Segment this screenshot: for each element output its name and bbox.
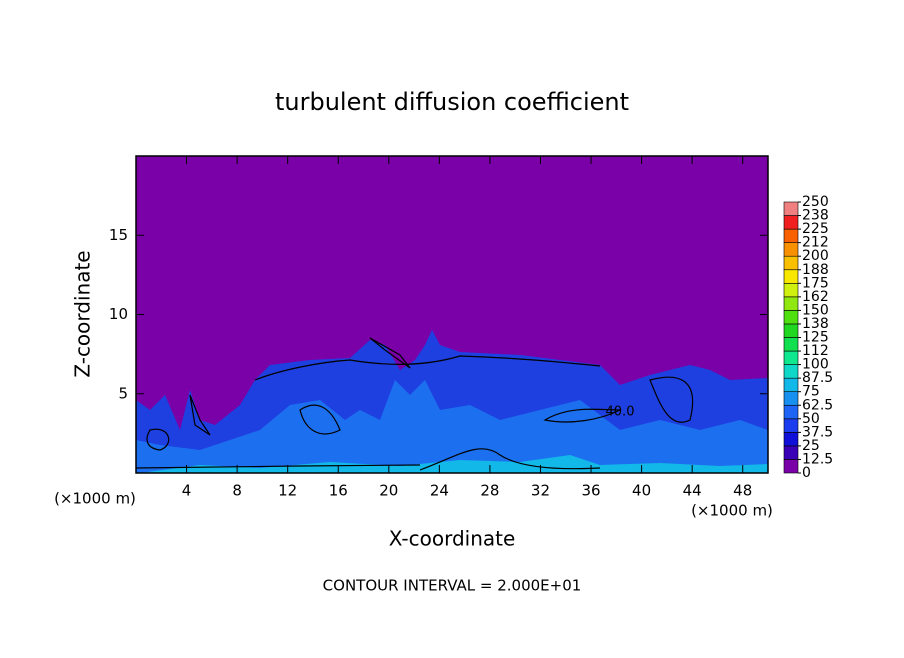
y-axis-label: Z-coordinate — [71, 250, 95, 377]
contour-label: 40.0 — [606, 405, 635, 420]
colorbar-label: 238 — [802, 208, 829, 224]
colorbar-label: 62.5 — [802, 397, 833, 413]
colorbar-box — [783, 350, 799, 365]
colorbar-label: 212 — [802, 235, 829, 251]
x-tick-label: 32 — [531, 482, 550, 500]
x-axis-label: X-coordinate — [389, 527, 516, 551]
colorbar-box — [783, 201, 799, 216]
colorbar-label: 12.5 — [802, 451, 833, 467]
x-unit-label: (×1000 m) — [54, 490, 136, 508]
colorbar-box — [783, 432, 799, 447]
colorbar-box — [783, 404, 799, 420]
colorbar-label: 37.5 — [802, 424, 833, 440]
colorbar-box — [783, 323, 799, 338]
x-tick-label: 28 — [480, 482, 499, 500]
x-tick-label: 20 — [379, 482, 398, 500]
y-tick-label: 10 — [109, 305, 128, 323]
x-tick-label: 44 — [683, 482, 702, 500]
colorbar-label: 125 — [802, 330, 829, 346]
colorbar-label: 87.5 — [802, 370, 833, 386]
chart-title: turbulent diffusion coefficient — [275, 88, 629, 116]
colorbar-box — [783, 228, 799, 243]
colorbar-box — [783, 459, 799, 474]
colorbar-label: 225 — [802, 221, 829, 237]
field-region — [136, 380, 768, 473]
colorbar-box — [783, 377, 799, 392]
contour-lines — [135, 337, 694, 471]
colorbar-box — [783, 337, 799, 352]
colorbar-label: 250 — [802, 194, 829, 210]
colorbar-box — [783, 282, 799, 298]
x-tick-label: 40 — [632, 482, 651, 500]
x-tick-label: 12 — [278, 482, 297, 500]
colorbar-label: 100 — [802, 357, 829, 373]
colorbar-label: 162 — [802, 289, 829, 305]
footer: CONTOUR INTERVAL = 2.000E+01 — [323, 577, 582, 595]
colorbar-label: 0 — [802, 465, 811, 481]
field: 40.0 — [135, 156, 768, 473]
colorbar-box — [783, 364, 799, 379]
colorbar-box — [783, 215, 799, 230]
colorbar-label: 75 — [802, 384, 820, 400]
colorbar-label: 25 — [802, 438, 820, 454]
colorbar-box — [783, 418, 799, 433]
colorbar-label: 112 — [802, 343, 829, 359]
x-tick-label: 36 — [581, 482, 600, 500]
x-tick-label: 8 — [232, 482, 242, 500]
field-region — [140, 455, 768, 473]
x-unit-label: (×1000 m) — [691, 502, 773, 520]
colorbar-box — [783, 269, 799, 284]
x-tick-label: 24 — [430, 482, 449, 500]
colorbar-box — [783, 242, 799, 257]
colorbar-box — [783, 445, 799, 460]
y-tick-label: 5 — [118, 384, 128, 402]
colorbar-label: 175 — [802, 275, 829, 291]
colorbar-box — [783, 296, 799, 311]
colorbar-box — [783, 255, 799, 271]
colorbar-label: 150 — [802, 302, 829, 318]
colorbar-label: 50 — [802, 411, 820, 427]
colorbar-label: 138 — [802, 316, 829, 332]
x-tick-label: 4 — [182, 482, 192, 500]
colorbar-label: 188 — [802, 262, 829, 278]
y-tick-label: 15 — [109, 226, 128, 244]
colorbar-box — [783, 310, 799, 325]
x-tick-label: 16 — [329, 482, 348, 500]
colorbar-box — [783, 391, 799, 406]
colorbar-label: 200 — [802, 248, 829, 264]
x-tick-label: 48 — [733, 482, 752, 500]
